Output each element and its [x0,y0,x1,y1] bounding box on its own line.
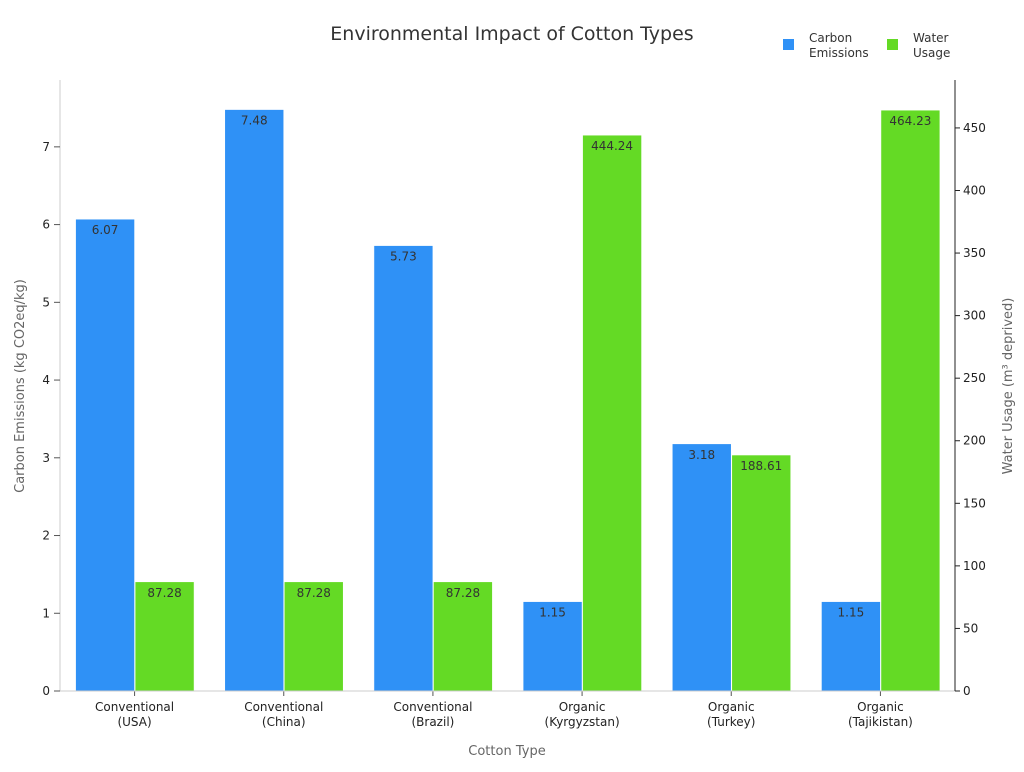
data-label: 1.15 [838,606,865,620]
bar-carbon-emissions [75,218,135,692]
data-label: 87.28 [297,586,331,600]
bar-water-usage [134,581,195,692]
data-label: 3.18 [688,448,715,462]
y-tick-label: 3 [42,451,50,465]
y-axis-label: Carbon Emissions (kg CO2eq/kg) [13,279,28,493]
bar-water-usage [433,581,493,692]
y2-axis-label: Water Usage (m³ deprived) [1001,298,1016,475]
legend-label: Water Usage [913,31,950,60]
x-tick-label: Conventional (USA) [95,700,174,729]
bar-carbon-emissions [224,109,285,692]
bar-water-usage [880,109,941,692]
bar-carbon-emissions [821,601,881,692]
y2-tick-label: 350 [963,246,986,260]
x-tick-label: Conventional (China) [244,700,323,729]
y2-tick-label: 200 [963,434,986,448]
legend: Carbon Emissions Water Usage [783,31,950,60]
y-tick-label: 7 [42,140,50,154]
x-tick-label: Organic (Turkey) [707,700,755,729]
data-label: 188.61 [740,459,782,473]
bar-carbon-emissions [522,601,583,692]
y2-tick-label: 450 [963,121,986,135]
y-tick-label: 5 [42,295,50,309]
data-label: 6.07 [92,223,119,237]
data-label: 5.73 [390,250,417,264]
y-tick-label: 4 [42,373,50,387]
y-tick-label: 2 [42,529,50,543]
data-label: 464.23 [889,114,931,128]
x-tick-label: Organic (Tajikistan) [848,700,913,729]
x-tick-label: Conventional (Brazil) [393,700,472,729]
bar-water-usage [582,134,642,692]
x-axis-label: Cotton Type [468,744,545,759]
y-tick-label: 6 [42,218,50,232]
bar-water-usage [283,581,344,692]
legend-label: Carbon Emissions [809,31,869,60]
chart-title: Environmental Impact of Cotton Types [330,23,693,45]
y2-tick-label: 0 [963,684,971,698]
x-tick-label: Organic (Kyrgyzstan) [545,700,620,729]
data-label: 87.28 [446,586,480,600]
y2-tick-label: 300 [963,309,986,323]
data-label: 87.28 [147,586,181,600]
y2-tick-label: 400 [963,183,986,197]
legend-swatch [783,39,794,50]
legend-swatch [887,39,898,50]
y-tick-label: 0 [42,684,50,698]
data-label: 1.15 [539,606,566,620]
data-label: 7.48 [241,114,268,128]
bar-water-usage [731,454,792,692]
y2-tick-label: 100 [963,559,986,573]
y2-tick-label: 250 [963,371,986,385]
y2-tick-label: 50 [963,621,978,635]
y2-tick-label: 150 [963,496,986,510]
bar-carbon-emissions [671,443,732,692]
bar-carbon-emissions [373,245,434,692]
data-label: 444.24 [591,139,633,153]
y-tick-label: 1 [42,606,50,620]
